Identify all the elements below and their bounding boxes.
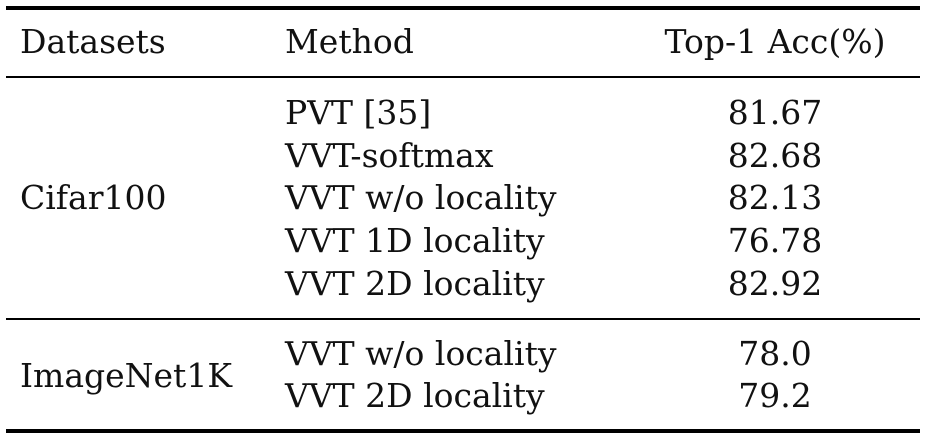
table-row-method: PVT [35] xyxy=(285,93,432,132)
table-bottom-rule xyxy=(6,429,920,433)
table-row-method: VVT-softmax xyxy=(285,136,494,175)
table-row-method: VVT 1D locality xyxy=(285,221,545,260)
header-method: Method xyxy=(285,22,414,61)
group-dataset-imagenet1k: ImageNet1K xyxy=(20,356,232,395)
table-row-acc: 78.0 xyxy=(738,334,812,373)
header-accuracy: Top-1 Acc(%) xyxy=(664,22,886,61)
table-row-method: VVT w/o locality xyxy=(285,334,557,373)
table-row-acc: 79.2 xyxy=(738,376,812,415)
table-row-acc: 82.13 xyxy=(727,178,823,217)
table-row-acc: 82.68 xyxy=(727,136,823,175)
table-row-method: VVT 2D locality xyxy=(285,264,545,303)
table-row-acc: 76.78 xyxy=(727,221,823,260)
header-datasets: Datasets xyxy=(20,22,166,61)
table-top-rule xyxy=(6,6,920,10)
group-dataset-cifar100: Cifar100 xyxy=(20,178,167,217)
table-row-method: VVT w/o locality xyxy=(285,178,557,217)
table-row-method: VVT 2D locality xyxy=(285,376,545,415)
table-row-acc: 82.92 xyxy=(727,264,823,303)
header-separator-rule xyxy=(6,76,920,78)
group-separator-rule xyxy=(6,318,920,320)
table-row-acc: 81.67 xyxy=(727,93,823,132)
